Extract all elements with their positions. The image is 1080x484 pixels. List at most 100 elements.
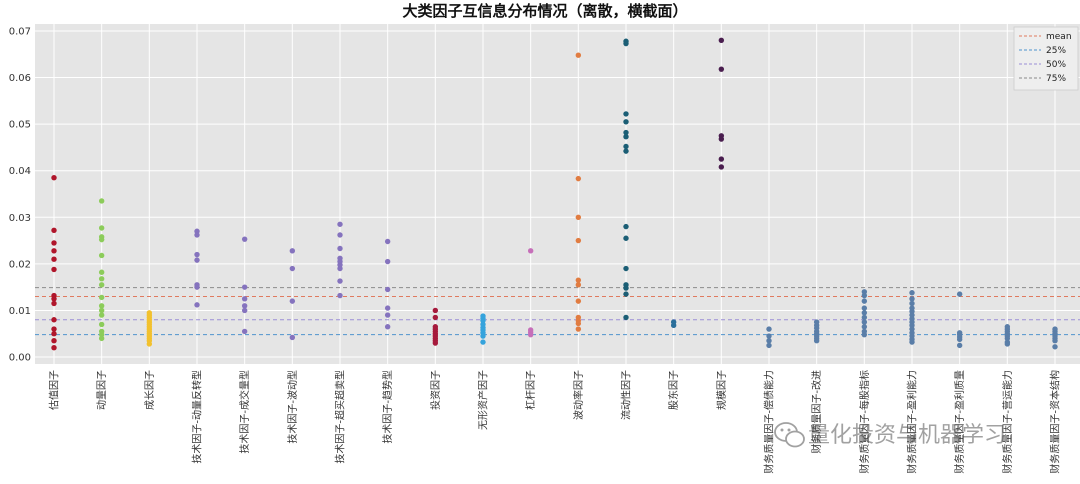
data-point [194,257,200,263]
data-point [623,119,629,125]
data-point [861,331,868,338]
data-point [480,333,486,339]
data-point [384,238,391,245]
data-point [480,317,486,324]
data-point [241,303,248,309]
points [51,37,1058,351]
x-tick-label: 财务质量因子-偿债能力 [763,370,776,474]
y-tick-label: 0.05 [9,120,31,131]
x-tick-label: 技术因子-成交量型 [238,370,251,454]
data-point [623,40,629,47]
data-point [909,326,915,332]
data-point [241,328,248,335]
data-point [575,52,582,58]
data-point [98,307,105,314]
data-point [575,326,582,332]
data-point [194,284,200,290]
data-point [432,314,439,321]
data-point [718,37,725,44]
data-point [861,298,868,304]
data-point [718,136,725,142]
watermark-text: 量化投资与机器学习 [808,423,1006,448]
y-tick-label: 0.06 [9,73,31,84]
y-tick-label: 0.03 [9,213,31,224]
data-point [51,344,57,351]
data-point [98,252,105,259]
y-tick-label: 0.07 [9,26,31,37]
data-point [51,256,57,262]
y-tick-label: 0.00 [9,353,31,364]
data-point [384,305,391,311]
x-tick-label: 财务质量因子-盈利质量 [953,370,966,474]
data-point [527,331,534,338]
data-point [194,251,200,258]
data-point [1004,335,1011,342]
x-tick-label: 财务质量因子-盈利能力 [906,370,919,474]
data-point [575,214,582,220]
data-point [718,66,725,72]
data-point [623,129,629,136]
data-point [909,300,915,307]
data-point [1004,341,1011,347]
data-point [623,134,629,140]
data-point [337,278,343,284]
data-point [51,240,57,246]
data-point [623,143,629,150]
data-point [575,175,582,182]
data-point [337,232,343,238]
data-point [98,294,105,301]
x-tick-label: 无形资产因子 [477,370,490,430]
data-point [289,334,296,341]
data-point [909,322,915,329]
data-point [861,292,868,299]
data-point [194,232,200,238]
data-point [337,262,343,268]
data-point [98,303,105,309]
data-point [51,266,57,273]
data-point [289,265,296,272]
data-point [575,298,582,304]
data-point [813,338,820,344]
data-point [861,324,868,330]
data-point [98,225,105,231]
data-point [861,310,868,316]
data-point [146,341,153,347]
x-tick-label: 成长因子 [144,370,156,410]
data-point [956,336,963,343]
data-point [623,111,629,117]
x-tick-label: 动量因子 [96,370,108,410]
y-tick-label: 0.02 [9,259,31,270]
data-point [766,333,772,339]
data-point [98,321,105,328]
data-point [861,289,868,295]
data-point [623,223,629,230]
data-point [98,312,105,318]
data-point [575,277,582,283]
x-tick-label: 流动性因子 [620,370,633,420]
data-point [98,276,105,282]
watermark: 量化投资与机器学习 [774,422,1006,448]
plot-area [35,24,1080,364]
x-tick-label: 财务质量因子-营运能力 [1001,370,1014,474]
data-point [98,236,105,243]
data-point [384,312,391,318]
data-point [527,248,534,254]
data-point [909,290,915,296]
data-point [575,237,582,244]
legend-label: 25% [1046,46,1066,56]
data-point [241,307,248,314]
x-tick-label: 波动率因子 [572,370,585,420]
y-tick-label: 0.01 [9,306,31,317]
data-point [766,338,772,344]
data-point [766,342,772,349]
legend-box [1013,26,1079,91]
data-point [909,296,915,302]
data-point [384,286,391,293]
wechat-icon [774,422,805,448]
data-point [1052,338,1058,344]
data-point [51,317,57,323]
grid [35,24,1080,364]
x-tick-label: 技术因子-动量反转型 [191,370,204,464]
data-point [718,164,725,170]
